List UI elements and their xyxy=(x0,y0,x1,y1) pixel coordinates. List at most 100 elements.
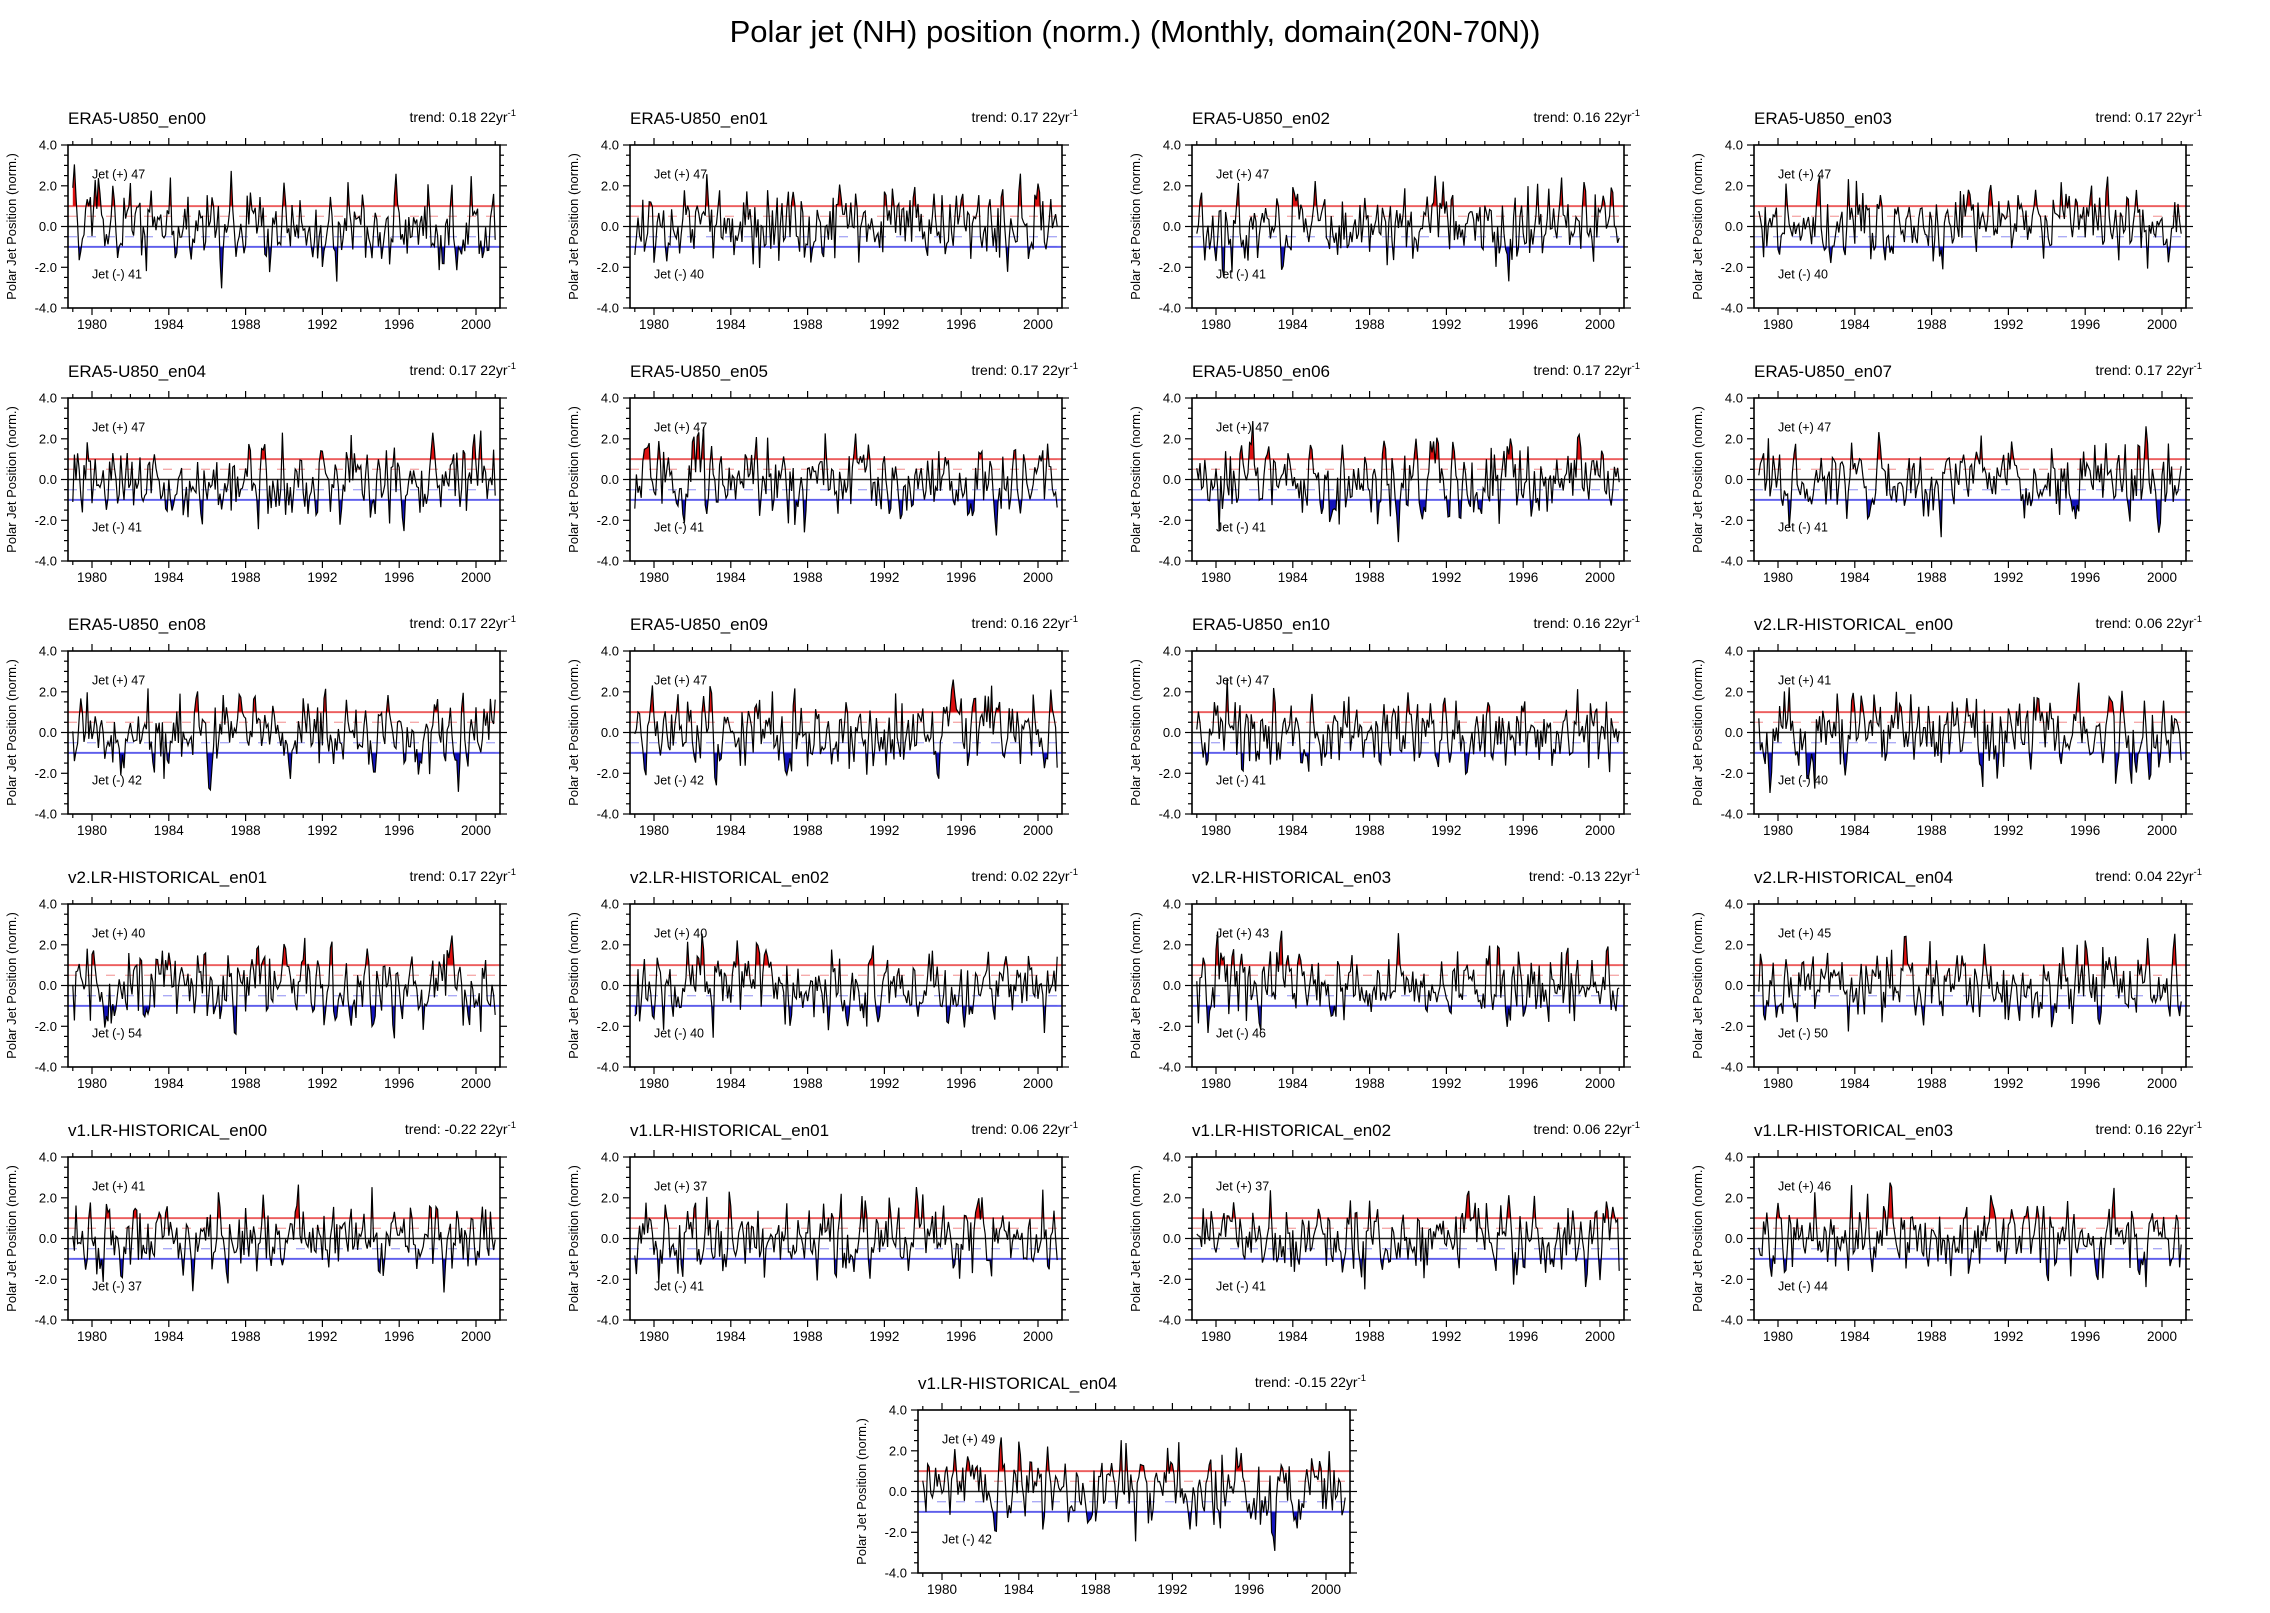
jet-plus-label: Jet (+) 40 xyxy=(92,927,145,941)
x-tick-label: 1996 xyxy=(1508,570,1538,584)
panel-title: ERA5-U850_en07 xyxy=(1754,362,1892,381)
axis-ticks xyxy=(1747,897,2193,1074)
y-tick-label: 4.0 xyxy=(889,1403,907,1418)
x-tick-label: 1980 xyxy=(1763,570,1793,584)
x-tick-label: 1984 xyxy=(1840,570,1871,584)
y-tick-label: 2.0 xyxy=(889,1443,907,1458)
x-tick-label: 1996 xyxy=(946,823,976,837)
x-tick-label: 1988 xyxy=(793,823,823,837)
x-tick-label: 2000 xyxy=(1585,1329,1615,1343)
y-tick-label: -2.0 xyxy=(35,766,57,781)
trend-label: trend: 0.06 22yr-1 xyxy=(971,1120,1078,1137)
axis-ticks xyxy=(911,1403,1357,1580)
x-tick-label: 1980 xyxy=(1763,1076,1793,1090)
axis-ticks xyxy=(1185,138,1631,315)
trend-label: trend: 0.06 22yr-1 xyxy=(1533,1120,1640,1137)
y-tick-label: 4.0 xyxy=(1163,897,1181,912)
y-axis-title: Polar Jet Position (norm.) xyxy=(1690,153,1705,300)
jet-minus-label: Jet (-) 41 xyxy=(1216,1280,1266,1294)
x-tick-label: 1984 xyxy=(716,317,747,331)
y-tick-label: 4.0 xyxy=(601,644,619,659)
series-line xyxy=(72,935,496,1039)
jet-minus-label: Jet (-) 42 xyxy=(942,1533,992,1547)
panel-title: v1.LR-HISTORICAL_en00 xyxy=(68,1121,267,1140)
series-line xyxy=(1196,175,1620,282)
x-tick-label: 1992 xyxy=(307,1329,337,1343)
x-tick-label: 1988 xyxy=(1917,823,1947,837)
series-line xyxy=(634,427,1058,536)
panel-v1.LR-HISTORICAL_en00: v1.LR-HISTORICAL_en00 trend: -0.22 22yr-1… xyxy=(4,1120,516,1343)
axis-ticks xyxy=(623,644,1069,821)
axis-ticks xyxy=(623,897,1069,1074)
axis-ticks xyxy=(61,897,507,1074)
y-tick-label: -2.0 xyxy=(597,1019,619,1034)
trend-label: trend: 0.17 22yr-1 xyxy=(409,867,516,884)
x-tick-label: 1980 xyxy=(1201,570,1231,584)
y-tick-label: 0.0 xyxy=(1725,219,1743,234)
axis-ticks xyxy=(623,138,1069,315)
panel-title: ERA5-U850_en05 xyxy=(630,362,768,381)
x-tick-label: 1996 xyxy=(1234,1582,1264,1596)
panel-v2.LR-HISTORICAL_en04: v2.LR-HISTORICAL_en04 trend: 0.04 22yr-1 4… xyxy=(1690,867,2202,1090)
series-line xyxy=(1196,678,1620,776)
panel-title: ERA5-U850_en04 xyxy=(68,362,206,381)
x-tick-label: 1996 xyxy=(946,1076,976,1090)
x-tick-label: 1992 xyxy=(1431,1329,1461,1343)
y-axis-title: Polar Jet Position (norm.) xyxy=(566,153,581,300)
y-axis-title: Polar Jet Position (norm.) xyxy=(1690,1165,1705,1312)
axis-ticks xyxy=(61,391,507,568)
y-tick-label: 4.0 xyxy=(601,897,619,912)
y-tick-label: 0.0 xyxy=(601,219,619,234)
x-tick-label: 2000 xyxy=(1585,570,1615,584)
x-tick-label: 1988 xyxy=(1917,1076,1947,1090)
jet-minus-label: Jet (-) 40 xyxy=(654,1027,704,1041)
y-tick-label: 2.0 xyxy=(1163,937,1181,952)
x-tick-label: 1980 xyxy=(77,823,107,837)
trend-label: trend: 0.16 22yr-1 xyxy=(971,614,1078,631)
y-axis-title: Polar Jet Position (norm.) xyxy=(1128,912,1143,1059)
y-tick-label: 2.0 xyxy=(601,684,619,699)
y-axis-title: Polar Jet Position (norm.) xyxy=(566,912,581,1059)
jet-plus-label: Jet (+) 43 xyxy=(1216,927,1269,941)
y-tick-label: -4.0 xyxy=(35,554,57,569)
jet-plus-label: Jet (+) 41 xyxy=(1778,674,1831,688)
y-tick-label: -4.0 xyxy=(597,1313,619,1328)
y-tick-label: 0.0 xyxy=(1725,978,1743,993)
x-tick-label: 1980 xyxy=(1763,317,1793,331)
x-tick-label: 2000 xyxy=(2147,1076,2177,1090)
y-axis-title: Polar Jet Position (norm.) xyxy=(1128,153,1143,300)
y-tick-label: 0.0 xyxy=(39,725,57,740)
series-line xyxy=(1196,421,1620,543)
x-tick-label: 1980 xyxy=(639,1329,669,1343)
y-tick-label: 4.0 xyxy=(601,391,619,406)
y-tick-label: 2.0 xyxy=(1725,684,1743,699)
x-tick-label: 1984 xyxy=(154,823,185,837)
y-axis-title: Polar Jet Position (norm.) xyxy=(566,659,581,806)
jet-plus-label: Jet (+) 37 xyxy=(1216,1180,1269,1194)
panel-ERA5-U850_en10: ERA5-U850_en10 trend: 0.16 22yr-1 4.0 2.0 0.… xyxy=(1128,614,1640,837)
y-tick-label: 2.0 xyxy=(1163,1190,1181,1205)
trend-label: trend: 0.02 22yr-1 xyxy=(971,867,1078,884)
y-tick-label: -2.0 xyxy=(1159,1019,1181,1034)
x-tick-label: 1988 xyxy=(1917,570,1947,584)
y-tick-label: 2.0 xyxy=(1725,937,1743,952)
jet-minus-label: Jet (-) 46 xyxy=(1216,1027,1266,1041)
y-tick-label: 0.0 xyxy=(1163,725,1181,740)
x-tick-label: 1980 xyxy=(927,1582,957,1596)
y-axis-title: Polar Jet Position (norm.) xyxy=(854,1418,869,1565)
y-tick-label: 2.0 xyxy=(1725,1190,1743,1205)
y-axis-title: Polar Jet Position (norm.) xyxy=(4,1165,19,1312)
panel-title: v1.LR-HISTORICAL_en01 xyxy=(630,1121,829,1140)
x-tick-label: 1992 xyxy=(869,317,899,331)
y-tick-label: -4.0 xyxy=(597,1060,619,1075)
trend-label: trend: 0.16 22yr-1 xyxy=(1533,614,1640,631)
x-tick-label: 1980 xyxy=(77,1076,107,1090)
series-line xyxy=(1758,1182,2182,1288)
jet-minus-label: Jet (-) 40 xyxy=(1778,268,1828,282)
series-line xyxy=(1196,930,1620,1034)
x-tick-label: 1984 xyxy=(1004,1582,1035,1596)
y-tick-label: 2.0 xyxy=(1163,431,1181,446)
x-tick-label: 1984 xyxy=(154,317,185,331)
y-tick-label: 2.0 xyxy=(601,1190,619,1205)
